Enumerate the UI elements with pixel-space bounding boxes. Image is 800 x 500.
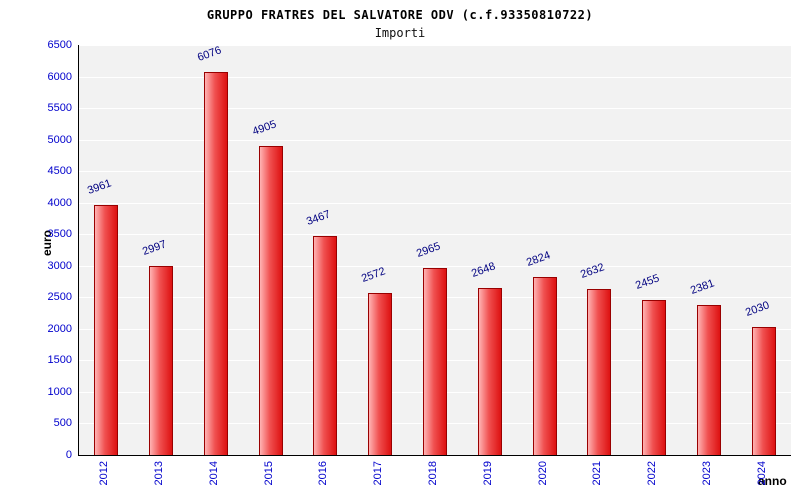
value-label: 6076 — [195, 44, 224, 64]
bar-2018 — [423, 268, 447, 455]
bar-2019 — [478, 288, 502, 455]
value-label: 3467 — [304, 208, 333, 228]
y-tick-label: 3000 — [47, 259, 72, 272]
y-tick-label: 4500 — [47, 165, 72, 178]
value-label: 4905 — [250, 118, 279, 138]
bar-2021 — [587, 289, 611, 455]
gridline — [79, 139, 791, 141]
value-label: 2030 — [743, 299, 772, 319]
chart-subtitle: Importi — [374, 26, 426, 40]
gridline — [79, 265, 791, 267]
chart-title: GRUPPO FRATRES DEL SALVATORE ODV (c.f.93… — [206, 8, 594, 22]
bar-2015 — [259, 146, 283, 455]
y-tick-label: 2000 — [47, 322, 72, 335]
x-tick-label: 2016 — [317, 461, 329, 486]
x-tick-label: 2024 — [756, 461, 768, 486]
x-tick-label: 2018 — [427, 461, 439, 486]
x-tick-label: 2021 — [591, 461, 603, 486]
gridline — [79, 108, 791, 110]
gridline — [79, 234, 791, 236]
x-tick-label: 2023 — [701, 461, 713, 486]
bar-2023 — [697, 305, 721, 455]
value-label: 2632 — [578, 261, 607, 281]
x-tick-label: 2014 — [208, 461, 220, 486]
y-tick-label: 5500 — [47, 102, 72, 115]
value-label: 2997 — [140, 238, 169, 258]
y-tick-label: 4000 — [47, 196, 72, 209]
y-tick-label: 3500 — [47, 228, 72, 241]
value-label: 2648 — [469, 260, 498, 280]
bar-2016 — [313, 236, 337, 455]
x-tick-label: 2012 — [98, 461, 110, 486]
gridline — [79, 45, 791, 46]
x-tick-label: 2017 — [372, 461, 384, 486]
bar-2024 — [752, 327, 776, 455]
bar-2020 — [533, 277, 557, 455]
x-tick-label: 2013 — [153, 461, 165, 486]
y-tick-label: 1000 — [47, 385, 72, 398]
x-tick-label: 2020 — [537, 461, 549, 486]
bar-2014 — [204, 72, 228, 455]
value-label: 2381 — [688, 277, 717, 297]
x-tick-label: 2022 — [646, 461, 658, 486]
bar-2022 — [642, 300, 666, 455]
x-tick-label: 2015 — [263, 461, 275, 486]
gridline — [79, 76, 791, 78]
bar-2012 — [94, 205, 118, 455]
y-tick-label: 500 — [53, 417, 72, 430]
y-tick-label: 0 — [65, 449, 72, 461]
x-axis-title: anno — [758, 474, 787, 488]
gridline — [79, 202, 791, 204]
value-label: 2965 — [414, 240, 443, 260]
plot-area: 3961 2997 6076 4905 3467 2572 2965 2648 2824 2632… — [78, 44, 791, 456]
bar-2013 — [149, 266, 173, 455]
value-label: 2572 — [359, 265, 388, 285]
value-label: 3961 — [85, 177, 114, 197]
y-tick-label: 5000 — [47, 133, 72, 146]
bar-2017 — [368, 293, 392, 455]
y-tick-label: 2500 — [47, 291, 72, 304]
x-tick-label: 2019 — [482, 461, 494, 486]
y-tick-label: 1500 — [47, 354, 72, 367]
y-tick-label: 6000 — [47, 70, 72, 83]
y-tick-label: 6500 — [47, 39, 72, 51]
value-label: 2455 — [633, 272, 662, 292]
gridline — [79, 171, 791, 173]
